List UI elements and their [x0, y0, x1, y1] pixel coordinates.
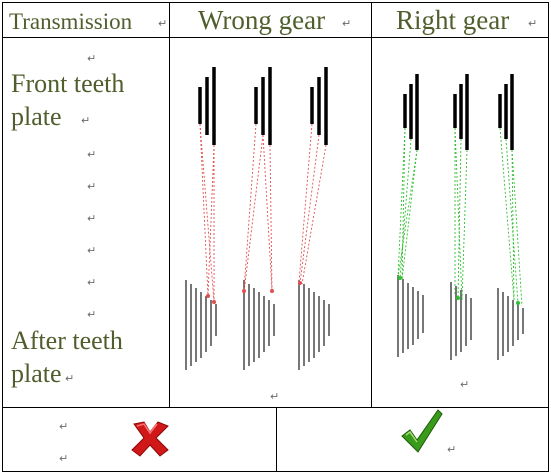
right-front-sprocket-2 — [455, 74, 467, 150]
right-rear-cassette-1 — [398, 275, 423, 357]
right-rear-cassette-3 — [498, 288, 523, 360]
right-rear-cassette-2 — [451, 282, 471, 360]
red-cross-icon — [128, 418, 172, 458]
green-check-icon — [400, 408, 444, 454]
right-chain-ends — [398, 276, 520, 305]
right-front-sprocket-1 — [405, 74, 417, 150]
right-chain-lines — [398, 128, 522, 306]
right-front-sprocket-3 — [500, 74, 512, 150]
